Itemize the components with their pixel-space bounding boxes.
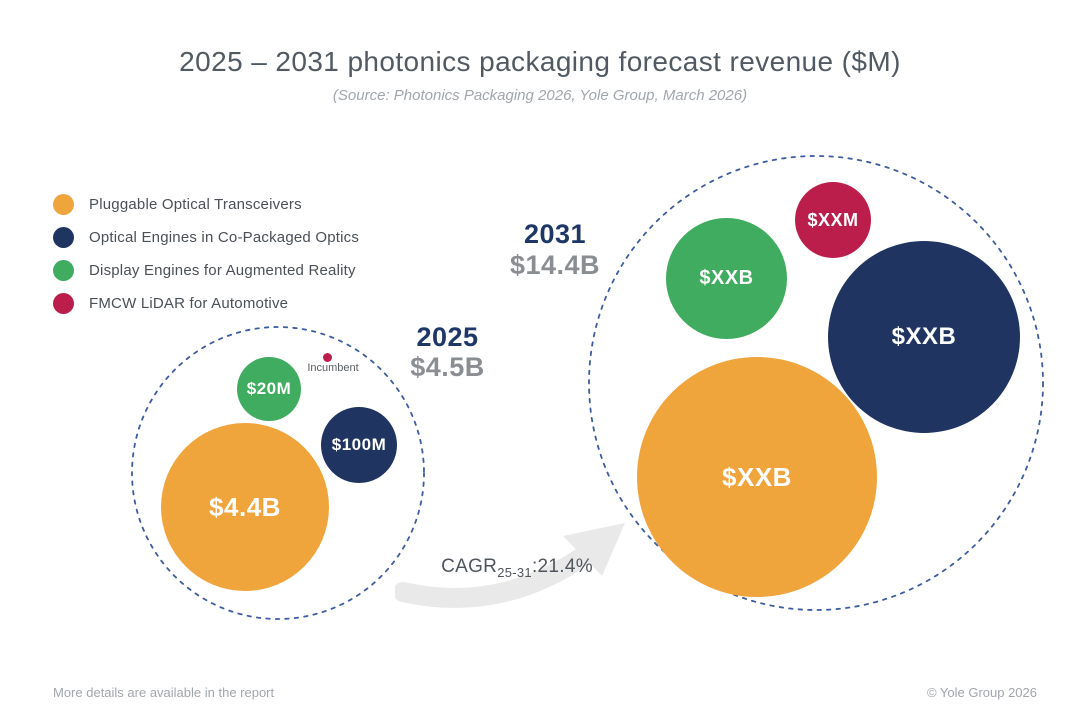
total-label-2031: $14.4B <box>509 250 601 280</box>
cluster-2025-outline <box>131 326 425 620</box>
bubble-2031-cpo: $XXB <box>828 241 1020 433</box>
year-label-2031: 2031 <box>523 219 587 249</box>
cluster-2031-outline <box>588 155 1044 611</box>
footer-copyright: © Yole Group 2026 <box>926 685 1037 700</box>
bubble-2025-cpo: $100M <box>321 407 397 483</box>
cagr-growth-arrow-icon <box>395 523 625 608</box>
year-label-2025: 2025 <box>416 322 479 352</box>
incumbent-label: Incumbent <box>307 362 359 374</box>
legend-label: Display Engines for Augmented Reality <box>89 262 356 279</box>
legend-label: FMCW LiDAR for Automotive <box>89 295 289 312</box>
legend-label: Pluggable Optical Transceivers <box>89 196 302 213</box>
source-subtitle: (Source: Photonics Packaging 2026, Yole … <box>332 87 748 104</box>
page-title: 2025 – 2031 photonics packaging forecast… <box>179 46 901 77</box>
legend-swatch-navy-icon <box>53 227 74 248</box>
legend-swatch-crimson-icon <box>53 293 74 314</box>
cagr-value: :21.4% <box>531 556 593 577</box>
cagr-label: CAGR25-31:21.4% <box>412 556 622 580</box>
legend-swatch-orange-icon <box>53 194 74 215</box>
bubble-2025-lidar-incumbent-dot <box>323 353 332 362</box>
cagr-subscript: 25-31 <box>497 564 532 580</box>
cagr-prefix: CAGR <box>441 556 498 577</box>
bubble-2031-lidar: $XXM <box>795 182 871 258</box>
bubble-2025-transceivers: $4.4B <box>161 423 329 591</box>
bubble-2031-ar: $XXB <box>666 218 787 339</box>
bubble-2025-ar: $20M <box>237 357 301 421</box>
total-label-2025: $4.5B <box>410 352 485 382</box>
footer-note: More details are available in the report <box>53 685 275 700</box>
legend-item-cpo: Optical Engines in Co-Packaged Optics <box>53 225 359 250</box>
legend-item-lidar: FMCW LiDAR for Automotive <box>53 291 359 316</box>
bubble-2031-transceivers: $XXB <box>637 357 877 597</box>
legend: Pluggable Optical Transceivers Optical E… <box>53 192 359 324</box>
legend-label: Optical Engines in Co-Packaged Optics <box>89 229 360 246</box>
legend-item-ar: Display Engines for Augmented Reality <box>53 258 359 283</box>
legend-item-transceivers: Pluggable Optical Transceivers <box>53 192 359 217</box>
legend-swatch-green-icon <box>53 260 74 281</box>
